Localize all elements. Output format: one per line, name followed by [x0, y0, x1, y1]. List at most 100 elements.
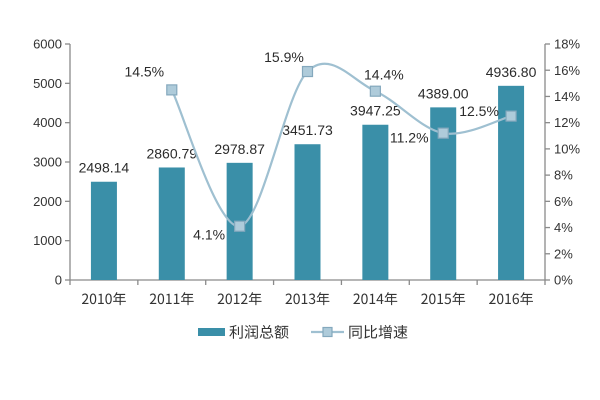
y-axis-right-label-18%: 18%	[554, 37, 580, 52]
glyph	[166, 293, 172, 304]
line-value-label-6: 12.5%	[459, 103, 499, 119]
glyph	[233, 293, 240, 304]
marker-2016年[interactable]	[505, 110, 517, 122]
glyph	[293, 293, 300, 305]
glyph	[452, 292, 466, 306]
line-value-label-2: 4.1%	[193, 227, 225, 243]
glyph	[248, 292, 262, 306]
glyph	[444, 293, 452, 305]
bar-series	[90, 85, 525, 281]
glyph	[369, 293, 376, 304]
glyph	[316, 292, 330, 306]
y-axis-right-label-0%: 0%	[554, 273, 573, 288]
x-axis-label-6	[489, 292, 533, 306]
legend-item-yoy-growth[interactable]	[311, 324, 408, 339]
bar-2011年[interactable]	[158, 167, 185, 280]
y-axis-left-ticks	[65, 43, 70, 281]
bar-value-label-6: 4936.80	[486, 64, 537, 80]
y-axis-right-label-2%: 2%	[554, 246, 573, 261]
marker-2014年[interactable]	[369, 85, 381, 97]
marker-2015年[interactable]	[437, 127, 449, 139]
x-axis-ticks	[69, 280, 546, 285]
glyph	[274, 324, 289, 339]
glyph	[437, 293, 444, 304]
line-value-labels: 14.5% 4.1% 15.9% 14.4% 11.2% 12.5%	[124, 49, 498, 243]
glyph	[285, 293, 293, 304]
legend-marker-sample	[322, 326, 333, 338]
x-axis-label-5	[421, 292, 466, 306]
bar-value-label-2: 2978.87	[214, 141, 265, 157]
glyph	[225, 293, 232, 305]
glyph	[173, 293, 180, 304]
y-axis-right-ticks	[545, 43, 550, 281]
glyph	[520, 292, 533, 306]
glyph	[393, 324, 408, 339]
y-axis-right-label-16%: 16%	[554, 63, 580, 78]
line-value-label-5: 11.2%	[390, 130, 429, 146]
glyph	[181, 292, 194, 306]
glyph	[301, 293, 308, 304]
line-value-label-4: 14.4%	[364, 67, 404, 83]
y-axis-right-label-6%: 6%	[554, 194, 573, 209]
y-axis-left-label-6000: 6000	[33, 37, 62, 52]
legend-label-yoy-growth	[349, 324, 408, 339]
glyph	[353, 293, 360, 304]
glyph	[378, 324, 392, 339]
glyph	[364, 325, 378, 339]
glyph	[259, 324, 274, 339]
bar-value-label-4: 3947.25	[350, 103, 401, 119]
y-axis-right-label-10%: 10%	[554, 141, 580, 156]
glyph	[361, 293, 368, 305]
marker-2012年[interactable]	[234, 220, 246, 232]
line-value-label-3: 15.9%	[264, 49, 304, 65]
glyph	[384, 292, 398, 306]
glyph	[157, 293, 165, 305]
y-axis-right-label-8%: 8%	[554, 168, 573, 183]
legend	[198, 324, 408, 339]
y-axis-left-label-5000: 5000	[33, 76, 62, 91]
glyph	[98, 293, 104, 304]
glyph	[489, 293, 496, 304]
glyph	[240, 293, 248, 304]
x-axis-labels	[81, 292, 533, 306]
glyph	[376, 293, 384, 304]
glyph	[429, 293, 436, 305]
glyph	[81, 293, 89, 304]
marker-2013年[interactable]	[301, 65, 314, 78]
legend-label-profit-total	[229, 324, 289, 339]
glyph	[512, 293, 520, 305]
glyph	[229, 325, 243, 339]
y-axis-left-label-3000: 3000	[33, 155, 62, 170]
y-axis-left-label-2000: 2000	[33, 194, 62, 209]
glyph	[308, 293, 316, 305]
y-axis-left-labels: 0 1000 2000 3000 4000 5000 6000	[33, 37, 62, 288]
bar-value-label-1: 2860.79	[146, 145, 197, 161]
bar-value-label-3: 3451.73	[282, 122, 333, 138]
bar-value-label-0: 2498.14	[79, 160, 130, 176]
glyph	[105, 293, 112, 305]
y-axis-right-label-14%: 14%	[554, 89, 580, 104]
x-axis-label-0	[81, 292, 126, 306]
marker-2011年[interactable]	[166, 84, 178, 96]
glyph	[89, 293, 97, 305]
y-axis-left-label-1000: 1000	[33, 233, 62, 248]
legend-item-profit-total[interactable]	[198, 324, 289, 339]
bar-2013年[interactable]	[294, 144, 321, 280]
bar-2010年[interactable]	[90, 181, 117, 280]
line-value-label-1: 14.5%	[124, 63, 164, 79]
x-axis-label-4	[353, 292, 398, 306]
bar-2014年[interactable]	[362, 124, 389, 281]
y-axis-left-label-4000: 4000	[33, 115, 62, 130]
bar-value-label-5: 4389.00	[418, 85, 469, 101]
legend-bar-swatch	[198, 328, 225, 336]
y-axis-right-label-4%: 4%	[554, 220, 573, 235]
bar-value-labels: 2498.14 2860.79 2978.87 3451.73 3947.25 4389.…	[79, 64, 537, 176]
x-axis-label-2	[217, 292, 262, 306]
axes	[65, 43, 550, 285]
line-series	[166, 62, 517, 232]
y-axis-left-label-0: 0	[55, 273, 62, 288]
y-axis-right-labels: 0% 2% 4% 6% 8% 10% 12% 14% 16% 18%	[554, 37, 580, 288]
x-axis-label-1	[149, 292, 194, 306]
